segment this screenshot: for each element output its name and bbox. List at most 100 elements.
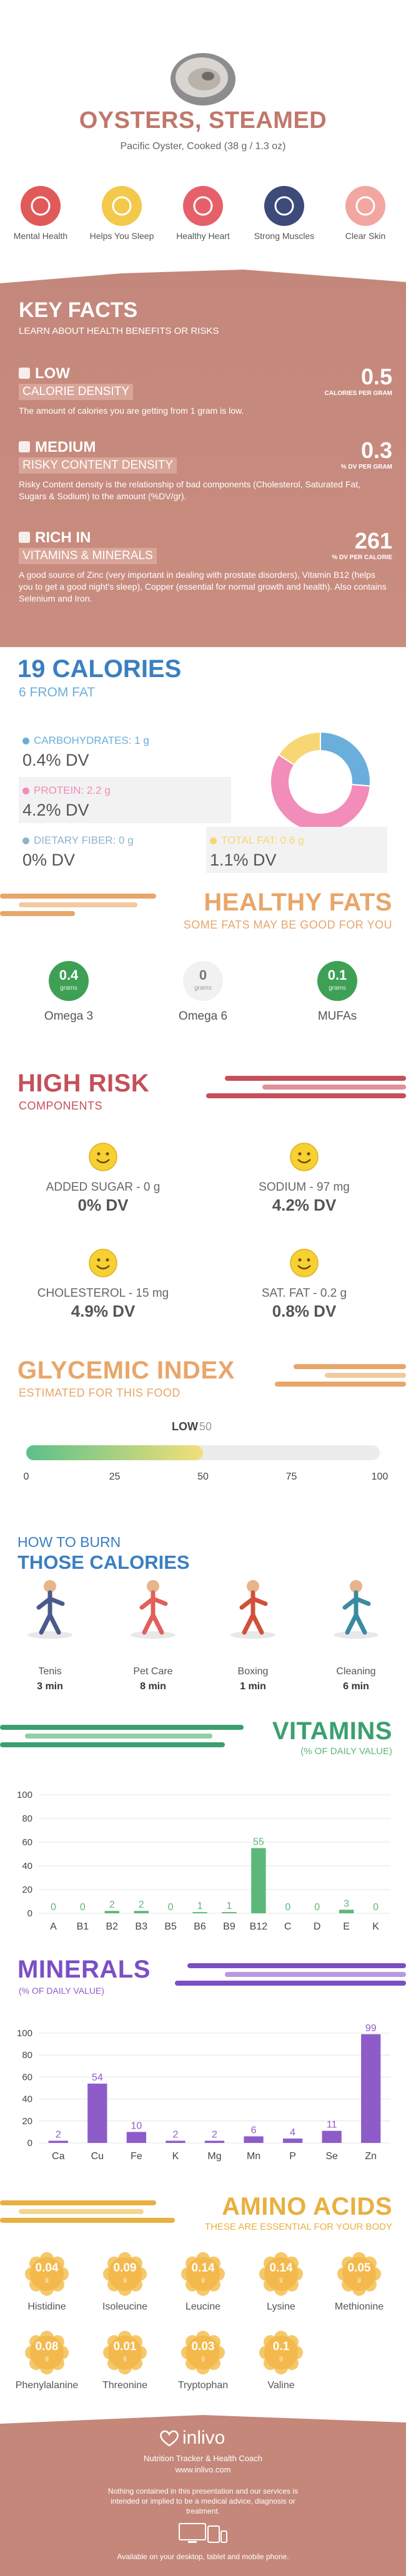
bar	[282, 2138, 303, 2143]
x-tick-label: B2	[106, 1921, 119, 1932]
decor-stripe	[0, 1725, 244, 1730]
glycemic-bar	[26, 1445, 203, 1460]
fat-unit: grams	[60, 985, 77, 992]
glycemic-value: 50	[199, 1420, 212, 1433]
y-tick-label: 40	[22, 1861, 32, 1871]
fat-name: Omega 3	[44, 1010, 94, 1023]
decor-stripe	[19, 902, 137, 907]
benefit-label: Healthy Heart	[176, 231, 230, 241]
icon-inner	[274, 196, 294, 216]
smiley-eye	[307, 1258, 310, 1262]
fact-icon	[19, 532, 30, 543]
amino-unit: g	[357, 2276, 361, 2283]
footer-tagline: Nutrition Tracker & Health Coach	[143, 2454, 263, 2463]
icon-inner	[112, 196, 132, 216]
calories-subtitle: 6 FROM FAT	[19, 685, 96, 700]
smiley-eye	[106, 1258, 109, 1262]
data-label: 11	[327, 2120, 337, 2130]
data-label: 1	[197, 1901, 203, 1911]
risk-dv: 4.2% DV	[272, 1196, 337, 1214]
data-label: 4	[290, 2127, 295, 2138]
amino-name: Phenylalanine	[15, 2380, 79, 2391]
x-tick-label: D	[314, 1921, 321, 1932]
data-label: 6	[251, 2125, 257, 2135]
amino-name: Lysine	[267, 2301, 295, 2312]
badge-core	[186, 2336, 220, 2369]
fat-circle	[49, 961, 89, 1001]
bar	[166, 2140, 186, 2143]
amino-badge	[259, 2331, 303, 2374]
x-tick-label: Ca	[52, 2151, 65, 2162]
fat-value: 0	[199, 967, 207, 983]
footer-background	[0, 2415, 406, 2576]
benefit-label: Mental Health	[13, 231, 68, 241]
badge-core	[186, 2257, 220, 2291]
subtitle: Pacific Oyster, Cooked (38 g / 1.3 oz)	[120, 141, 286, 152]
amino-unit: g	[279, 2355, 283, 2362]
activity-icon	[230, 1580, 275, 1639]
data-label: 0	[80, 1902, 86, 1913]
nutrient-dot	[22, 738, 29, 744]
data-label: 3	[344, 1898, 349, 1909]
risk-dv: 0.8% DV	[272, 1302, 337, 1320]
fact-value: 0.3	[360, 437, 392, 463]
nutrient-box: TOTAL FAT: 0.6 g 1.1% DV	[206, 827, 387, 873]
glycemic-subtitle: ESTIMATED FOR THIS FOOD	[19, 1387, 181, 1399]
oyster-image	[171, 53, 235, 105]
fat-circle	[183, 961, 223, 1001]
glycemic-level: LOW	[172, 1420, 198, 1433]
icon-inner	[355, 196, 375, 216]
amino-name: Valine	[267, 2380, 295, 2391]
icon-circle	[21, 186, 61, 226]
activity-shadow	[334, 1631, 379, 1639]
x-tick-label: B9	[223, 1921, 235, 1932]
decor-stripe	[325, 1373, 406, 1378]
icon-inner	[31, 196, 51, 216]
decor-stripe	[225, 1076, 406, 1081]
amino-badge	[181, 2252, 225, 2296]
smiley	[89, 1249, 117, 1277]
badge-core	[264, 2336, 298, 2369]
y-tick-label: 40	[22, 2094, 32, 2105]
activity-icon	[334, 1580, 379, 1639]
minerals-chart: 0 20 40 60 80 100 2 Ca 54 Cu 10 Fe 2 K 2 Mg 6 Mn 4 P 11 Se 99 Z…	[17, 2023, 390, 2162]
decor-stripe	[175, 1981, 406, 1986]
vitamins-chart: 0204060801000A0B12B22B30B51B61B955B120C0…	[17, 1790, 390, 1932]
amino-badge	[181, 2331, 225, 2374]
nutrient-label: PROTEIN: 2.2 g	[34, 784, 111, 796]
decor-stripe	[225, 1972, 406, 1977]
y-tick-label: 60	[22, 2072, 32, 2082]
icon-circle	[102, 186, 142, 226]
badge-core	[264, 2257, 298, 2291]
smiley-eye	[307, 1152, 310, 1156]
icon-circle	[183, 186, 223, 226]
benefit-icon	[345, 186, 385, 226]
activity-icon	[27, 1580, 72, 1639]
nutrient-dv: 1.1% DV	[210, 851, 277, 869]
amino-name: Methionine	[334, 2301, 384, 2312]
device-icons	[179, 2523, 227, 2543]
amino-value: 0.05	[347, 2261, 371, 2275]
activity-body	[36, 1590, 65, 1635]
amino-badge	[103, 2331, 147, 2374]
risk-dv: 4.9% DV	[71, 1302, 136, 1320]
benefit-icon	[264, 186, 304, 226]
decor-stripe	[294, 1364, 406, 1369]
glycemic-tick-label: 75	[285, 1471, 297, 1482]
fact-unit: % DV PER GRAM	[340, 464, 392, 471]
benefit-label: Strong Muscles	[254, 231, 315, 241]
bar	[222, 1912, 237, 1913]
risk-name: SAT. FAT - 0.2 g	[261, 1287, 347, 1300]
y-tick-label: 80	[22, 2050, 32, 2061]
x-tick-label: Fe	[131, 2151, 142, 2162]
smiley-face	[290, 1143, 319, 1171]
key-facts-title: KEY FACTS	[19, 298, 138, 322]
amino-name: Leucine	[185, 2301, 221, 2312]
nutrient-dv: 4.2% DV	[22, 801, 89, 819]
nutrient-label: DIETARY FIBER: 0 g	[34, 834, 134, 846]
x-tick-label: K	[372, 1921, 379, 1932]
smiley-eye	[97, 1152, 101, 1156]
amino-value: 0.03	[191, 2340, 215, 2353]
activity-time: 6 min	[343, 1681, 369, 1692]
amino-name: Isoleucine	[102, 2301, 148, 2312]
